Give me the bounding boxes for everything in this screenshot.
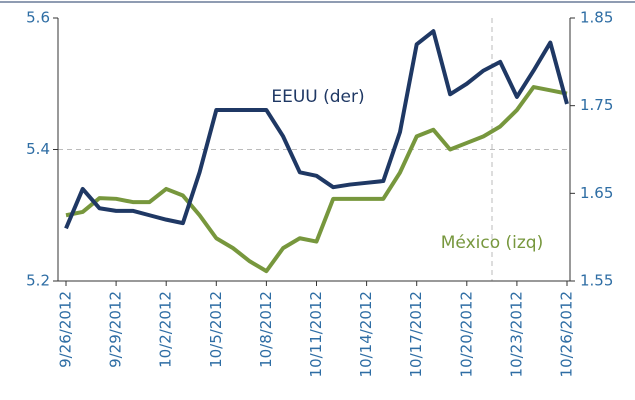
series-label: EEUU (der) (271, 87, 364, 107)
y2-tick-label: 1.85 (580, 9, 613, 27)
y2-tick-label: 1.65 (580, 184, 613, 202)
x-tick-label: 9/29/2012 (107, 291, 125, 368)
x-tick-label: 10/20/2012 (457, 291, 475, 377)
x-tick-label: 9/26/2012 (57, 291, 75, 368)
y-tick-label: 5.2 (26, 272, 50, 290)
x-tick-label: 10/5/2012 (207, 291, 225, 368)
y-tick-label: 5.6 (26, 9, 50, 27)
y-tick-label: 5.4 (26, 140, 50, 158)
x-tick-label: 10/23/2012 (507, 291, 525, 377)
x-tick-label: 10/2/2012 (157, 291, 175, 368)
x-tick-label: 10/17/2012 (407, 291, 425, 377)
y2-tick-label: 1.55 (580, 272, 613, 290)
x-tick-label: 10/14/2012 (357, 291, 375, 377)
series-line (64, 29, 569, 230)
x-tick-label: 10/11/2012 (307, 291, 325, 377)
y2-tick-label: 1.75 (580, 96, 613, 114)
series-label: México (izq) (441, 233, 543, 253)
series-line (65, 85, 568, 274)
x-tick-label: 10/26/2012 (558, 291, 576, 377)
x-tick-label: 10/8/2012 (257, 291, 275, 368)
